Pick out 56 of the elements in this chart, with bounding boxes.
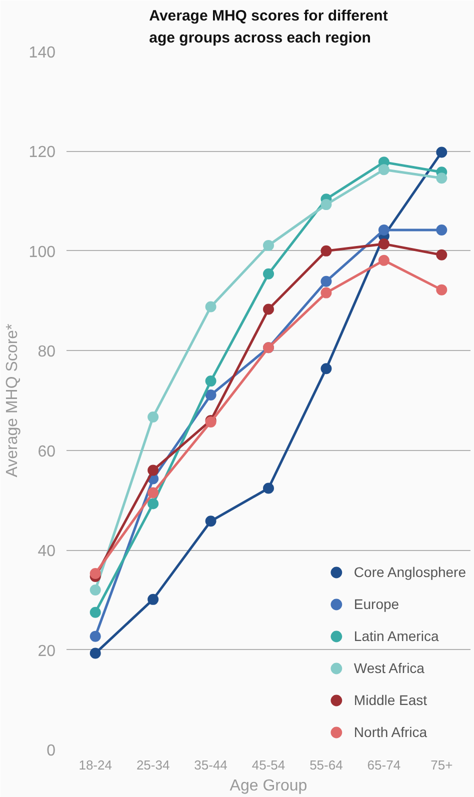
- y-tick-label: 0: [46, 742, 56, 760]
- legend-label: Latin America: [354, 628, 439, 644]
- legend-label: North Africa: [354, 724, 428, 740]
- point: [378, 238, 390, 250]
- x-tick-label: 55-64: [310, 758, 343, 772]
- point: [436, 224, 448, 236]
- point: [148, 411, 159, 422]
- point: [320, 276, 332, 287]
- y-tick-label: 120: [28, 144, 56, 162]
- x-tick-label: 75+: [430, 758, 453, 772]
- point: [263, 240, 274, 251]
- point: [90, 568, 101, 579]
- point: [436, 146, 448, 158]
- point: [263, 482, 274, 494]
- x-tick-label: 45-54: [252, 758, 286, 772]
- point: [148, 594, 159, 605]
- point: [378, 224, 390, 236]
- y-tick-label: 100: [28, 244, 56, 261]
- x-tick-label: 18-24: [78, 758, 112, 772]
- legend-label: Core Anglosphere: [354, 564, 466, 580]
- point: [320, 245, 332, 256]
- x-tick-label: 25-34: [136, 758, 170, 772]
- x-axis-title: Age Group: [230, 778, 308, 794]
- legend-label: Middle East: [354, 692, 428, 708]
- y-tick-label: 40: [38, 543, 56, 560]
- x-tick-label: 35-44: [194, 758, 228, 772]
- point: [378, 164, 390, 176]
- y-axis-title: Average MHQ Score*: [4, 324, 21, 478]
- x-tick-label: 65-74: [367, 758, 401, 772]
- point: [263, 304, 274, 315]
- y-tick-label: 80: [38, 344, 56, 361]
- point: [436, 172, 448, 184]
- point: [205, 376, 216, 387]
- point: [378, 254, 390, 266]
- point: [148, 498, 159, 510]
- point: [320, 363, 332, 374]
- point: [90, 606, 101, 618]
- y-tick-label: 140: [28, 44, 56, 62]
- y-tick-label: 20: [38, 642, 56, 660]
- point: [148, 464, 159, 476]
- point: [205, 516, 216, 527]
- legend-label: West Africa: [354, 660, 424, 676]
- point: [436, 249, 448, 260]
- chart-title: Average MHQ scores for different age groups across each region: [149, 7, 388, 46]
- point: [90, 630, 101, 642]
- point: [90, 648, 101, 659]
- y-tick-label: 60: [38, 443, 56, 460]
- point: [436, 284, 448, 296]
- point: [320, 287, 332, 298]
- point: [263, 268, 274, 280]
- point: [320, 199, 332, 210]
- point: [205, 301, 216, 312]
- point: [90, 584, 101, 596]
- point: [205, 390, 216, 401]
- point: [148, 487, 159, 498]
- legend-label: Europe: [354, 596, 400, 612]
